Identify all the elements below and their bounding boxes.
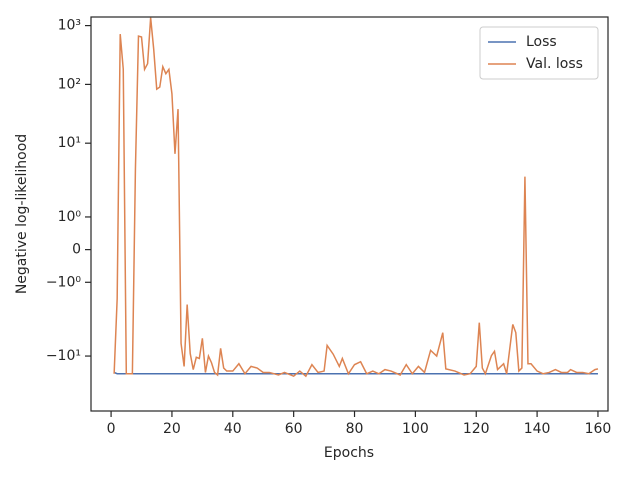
x-tick-label: 40 — [224, 421, 242, 437]
y-tick-label: 10² — [58, 76, 81, 92]
data-line — [113, 371, 598, 375]
data-line — [113, 17, 599, 378]
x-tick-label: 160 — [585, 421, 612, 437]
legend-label: Loss — [526, 34, 557, 50]
y-axis-label: Negative log-likelihood — [14, 134, 30, 294]
x-tick-label: 60 — [285, 421, 303, 437]
x-tick-label: 100 — [402, 421, 429, 437]
legend-label: Val. loss — [526, 56, 583, 72]
x-tick-label: 140 — [524, 421, 551, 437]
legend-box — [479, 26, 599, 80]
y-tick-label: −10⁰ — [46, 274, 82, 290]
x-axis-label: Epochs — [324, 445, 374, 461]
y-tick-label: 10¹ — [58, 135, 81, 151]
x-tick-label: 0 — [107, 421, 116, 437]
y-tick-label: 10³ — [58, 18, 81, 34]
y-tick-label: 10⁰ — [58, 209, 82, 225]
x-tick-label: 80 — [346, 421, 364, 437]
x-tick-label: 120 — [463, 421, 490, 437]
plot-frame — [90, 16, 609, 412]
x-tick-label: 20 — [163, 421, 181, 437]
y-tick-label: 0 — [72, 242, 81, 258]
y-tick-label: −10¹ — [46, 348, 81, 364]
